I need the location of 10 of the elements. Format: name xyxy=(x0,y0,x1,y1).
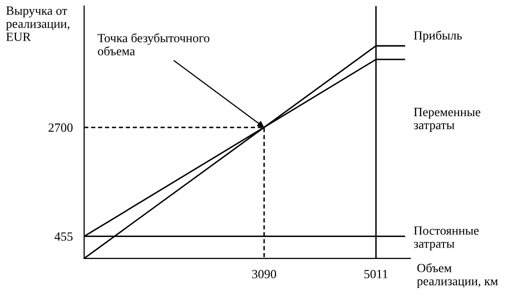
annotation: Точка безубыточного объема xyxy=(98,33,210,56)
text: Постоянные затраты xyxy=(414,226,479,250)
y-tick-label: 455 xyxy=(54,232,73,241)
text: Переменные затраты xyxy=(414,108,480,132)
text: Прибыль xyxy=(414,30,462,42)
y-tick-label: 2700 xyxy=(48,123,73,132)
x-tick-label: 5011 xyxy=(364,270,388,278)
x-tick-label: 3090 xyxy=(252,270,276,278)
y-axis-title: Выручка от реализации, EUR xyxy=(6,6,70,42)
x-axis-title: Объем реализации, км xyxy=(417,263,498,288)
